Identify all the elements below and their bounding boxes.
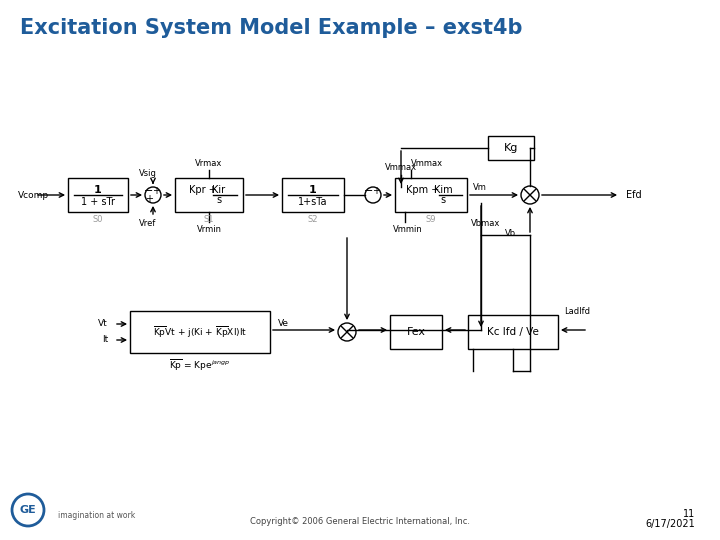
Bar (488, 136, 534, 160)
Text: Copyright© 2006 General Electric International, Inc.: Copyright© 2006 General Electric Interna… (250, 517, 470, 526)
Text: +: + (152, 186, 160, 196)
Text: 1: 1 (309, 185, 317, 195)
Bar (468, 315, 558, 349)
Text: +: + (145, 194, 153, 204)
Text: imagination at work: imagination at work (58, 511, 135, 521)
Text: Vm: Vm (473, 184, 487, 192)
Text: Vb: Vb (505, 228, 516, 238)
Text: Kim: Kim (433, 185, 452, 195)
Text: Vrmin: Vrmin (197, 226, 222, 234)
Text: Excitation System Model Example – exst4b: Excitation System Model Example – exst4b (20, 18, 523, 38)
Text: −: − (144, 186, 153, 196)
Text: +: + (372, 186, 380, 196)
Bar (68, 178, 128, 212)
Text: Vt: Vt (98, 320, 108, 328)
Bar (395, 178, 467, 212)
Bar (175, 178, 243, 212)
Text: 1: 1 (94, 185, 102, 195)
Bar (282, 178, 344, 212)
Text: 11: 11 (683, 509, 695, 519)
Text: Vmmin: Vmmin (393, 226, 423, 234)
Bar (390, 315, 442, 349)
Text: −: − (364, 186, 374, 196)
Text: Vcomp: Vcomp (18, 191, 49, 199)
Text: Vrmax: Vrmax (195, 159, 222, 168)
Text: 1+sTa: 1+sTa (298, 197, 328, 207)
Text: Ve: Ve (278, 320, 289, 328)
Bar (130, 311, 270, 353)
Text: Kg: Kg (504, 143, 518, 153)
Text: $\overline{\mathsf{Kp}}$Vt + j(Ki + $\overline{\mathsf{Kp}}$Xl)It: $\overline{\mathsf{Kp}}$Vt + j(Ki + $\ov… (153, 324, 247, 340)
Text: S1: S1 (204, 215, 215, 225)
Text: It: It (102, 335, 108, 345)
Text: Fex: Fex (407, 327, 426, 337)
Text: S2: S2 (307, 215, 318, 225)
Text: Vmmax: Vmmax (385, 163, 417, 172)
Text: Kc Ifd / Ve: Kc Ifd / Ve (487, 327, 539, 337)
Text: Kir: Kir (212, 185, 225, 195)
Text: s: s (441, 195, 446, 205)
Text: s: s (217, 195, 222, 205)
Text: Kpm +: Kpm + (406, 185, 440, 195)
Text: 1 + sTr: 1 + sTr (81, 197, 115, 207)
Text: GE: GE (19, 505, 37, 515)
Text: Vmmax: Vmmax (411, 159, 443, 168)
Text: Efd: Efd (626, 190, 642, 200)
Text: Vbmax: Vbmax (471, 219, 500, 227)
Text: S9: S9 (426, 215, 436, 225)
Text: $\overline{\mathsf{Kp}}$ = Kpe$^{jangp}$: $\overline{\mathsf{Kp}}$ = Kpe$^{jangp}$ (169, 357, 230, 373)
Text: Vsig: Vsig (139, 168, 157, 178)
Text: S0: S0 (93, 215, 103, 225)
Text: LadIfd: LadIfd (564, 307, 590, 315)
Text: Vref: Vref (139, 219, 157, 227)
Text: 6/17/2021: 6/17/2021 (645, 519, 695, 529)
Text: Kpr +: Kpr + (189, 185, 217, 195)
